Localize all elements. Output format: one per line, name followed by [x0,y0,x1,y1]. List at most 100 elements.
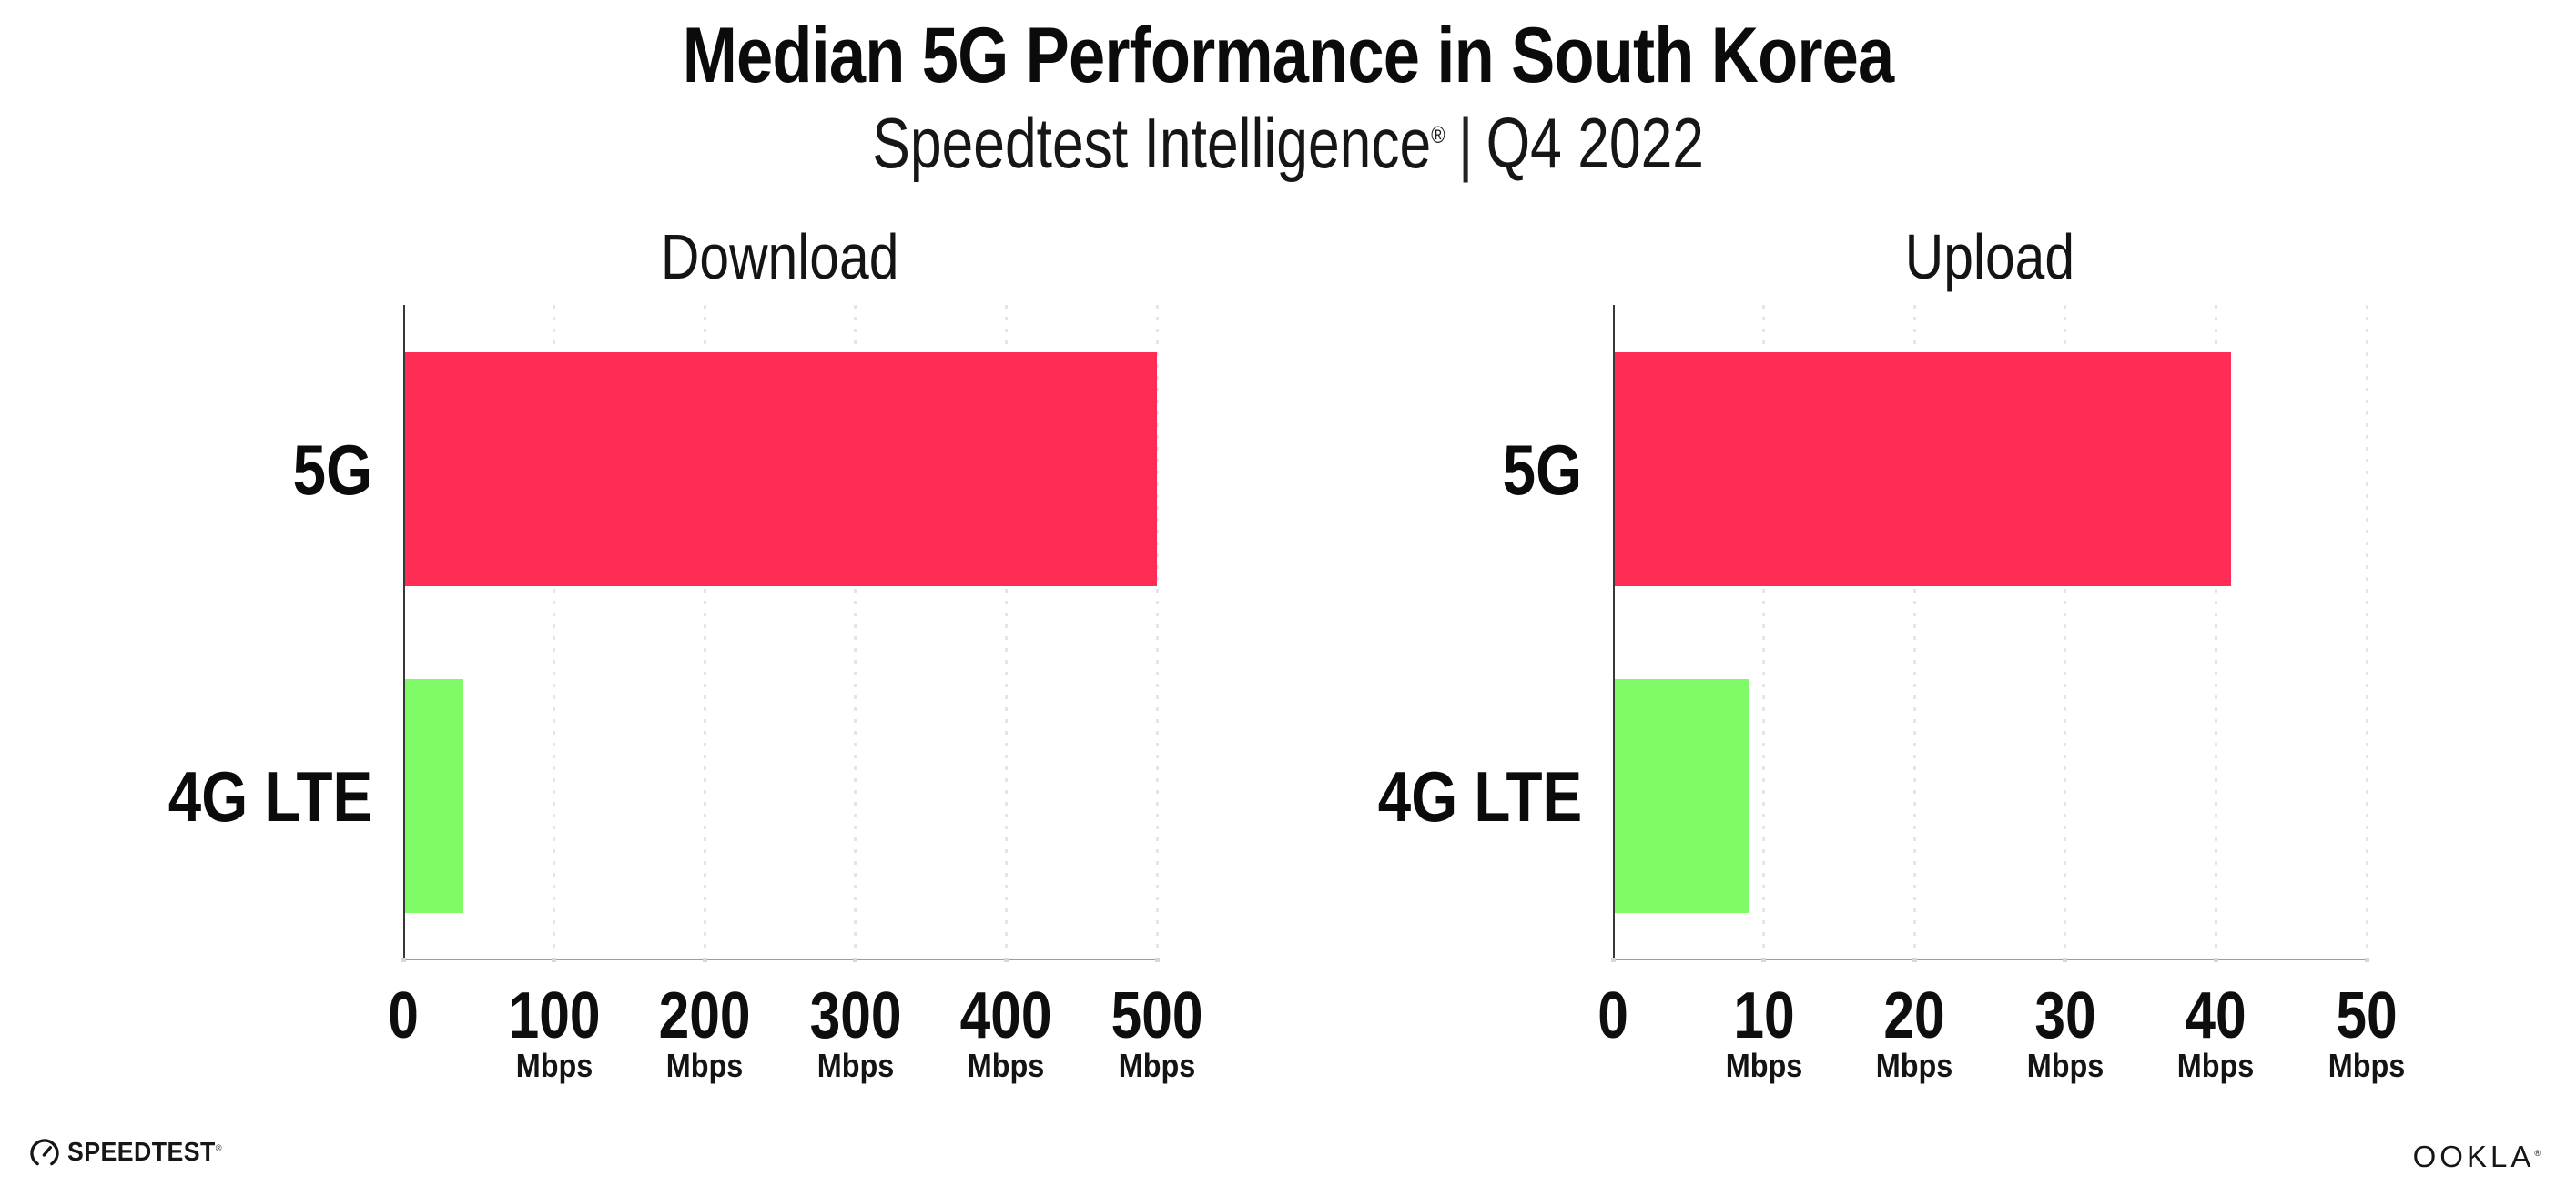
x-tick-unit-text: Mbps [1118,1047,1196,1084]
x-tick-unit-label: Mbps [2257,1049,2476,1083]
registered-mark: ® [1431,121,1445,148]
gridline [2365,305,2368,951]
gridline [1912,305,1916,951]
subtitle-period: Q4 2022 [1486,103,1704,183]
5g-bar [1614,352,2231,586]
x-axis-line [1613,959,2368,960]
speedtest-gauge-icon [30,1138,59,1165]
category-label-text: 4G LTE [167,756,372,837]
axis-tick-mark [2364,957,2369,962]
category-label: 5G [45,434,372,505]
x-tick-unit-label: Mbps [1956,1049,2175,1083]
gridline [1155,305,1159,951]
x-tick-label: 30 [1956,983,2175,1049]
axis-tick-mark [1003,957,1009,962]
category-label: 4G LTE [1254,761,1582,832]
x-tick-unit-text: Mbps [968,1047,1045,1084]
x-tick-value: 30 [2034,979,2096,1052]
x-tick-label: 400 [897,983,1115,1049]
gridline [854,305,857,951]
speedtest-registered-mark: ® [215,1143,223,1154]
4g-lte-bar [404,679,464,913]
x-tick-unit-label: Mbps [746,1049,965,1083]
axis-tick-mark [1761,957,1767,962]
category-label-text: 5G [292,429,372,510]
x-tick-label: 10 [1655,983,1873,1049]
x-tick-value: 200 [658,979,751,1052]
axis-tick-mark [1912,957,1917,962]
x-tick-value: 500 [1111,979,1203,1052]
x-tick-unit-label: Mbps [2106,1049,2325,1083]
x-tick-unit-text: Mbps [515,1047,593,1084]
x-tick-unit-label: Mbps [1655,1049,1873,1083]
x-tick-value: 400 [959,979,1052,1052]
category-label: 4G LTE [45,761,372,832]
gridline [2064,305,2067,951]
page-subtitle-text: Speedtest Intelligence® | Q4 2022 [872,102,1704,185]
page-title-text: Median 5G Performance in South Korea [682,12,1894,99]
x-tick-label: 200 [595,983,814,1049]
category-label-text: 4G LTE [1377,756,1582,837]
axis-tick-mark [853,957,858,962]
x-tick-value: 10 [1732,979,1795,1052]
axis-tick-mark [552,957,557,962]
axis-tick-mark [401,957,406,962]
x-tick-label: 500 [1048,983,1266,1049]
x-tick-unit-text: Mbps [1725,1047,1802,1084]
x-tick-unit-text: Mbps [1875,1047,1953,1084]
x-tick-label: 0 [1504,983,1722,1049]
x-tick-label: 50 [2257,983,2476,1049]
5g-bar [404,352,1157,586]
speedtest-wordmark: SPEEDTEST® [67,1138,223,1167]
gridline [703,305,706,951]
x-tick-value: 50 [2336,979,2398,1052]
x-tick-unit-label: Mbps [897,1049,1115,1083]
x-tick-label: 300 [746,983,965,1049]
axis-tick-mark [1610,957,1616,962]
x-tick-unit-text: Mbps [2177,1047,2255,1084]
page-title: Median 5G Performance in South Korea [0,11,2576,101]
x-tick-label: 20 [1805,983,2023,1049]
category-label-text: 5G [1502,429,1582,510]
page-subtitle: Speedtest Intelligence® | Q4 2022 [0,102,2576,185]
gridline [553,305,556,951]
x-tick-unit-label: Mbps [445,1049,664,1083]
category-label: 5G [1254,434,1582,505]
x-tick-value: 0 [388,979,419,1052]
gridline [2214,305,2217,951]
subtitle-brand: Speedtest Intelligence [872,103,1432,183]
speedtest-logo: SPEEDTEST® [30,1138,236,1168]
axis-tick-mark [2213,957,2218,962]
x-tick-unit-label: Mbps [1805,1049,2023,1083]
ookla-wordmark: OOKLA® [2412,1140,2544,1173]
gridline [1004,305,1008,951]
x-tick-value: 20 [1883,979,1945,1052]
y-axis-line [403,305,405,959]
4g-lte-bar [1614,679,1749,913]
x-tick-unit-text: Mbps [2328,1047,2406,1084]
subtitle-divider: | [1457,103,1474,183]
ookla-registered-mark: ® [2534,1149,2544,1158]
gridline [1762,305,1766,951]
upload-chart-title: Upload [1904,221,2075,292]
x-tick-unit-label: Mbps [595,1049,814,1083]
x-axis-line [403,959,1159,960]
x-tick-value: 300 [809,979,902,1052]
axis-tick-mark [702,957,707,962]
x-tick-value: 100 [508,979,601,1052]
x-tick-value: 0 [1597,979,1628,1052]
x-tick-label: 0 [294,983,512,1049]
download-chart-title: Download [661,221,899,292]
axis-tick-mark [1154,957,1160,962]
x-tick-unit-text: Mbps [816,1047,895,1084]
axis-tick-mark [2063,957,2068,962]
x-tick-unit-text: Mbps [665,1047,744,1084]
y-axis-line [1613,305,1615,959]
x-tick-value: 40 [2185,979,2247,1052]
x-tick-unit-label: Mbps [1048,1049,1266,1083]
x-tick-unit-text: Mbps [2026,1047,2104,1084]
x-tick-label: 40 [2106,983,2325,1049]
ookla-logo: OOKLA® [2413,1140,2544,1174]
x-tick-label: 100 [445,983,664,1049]
